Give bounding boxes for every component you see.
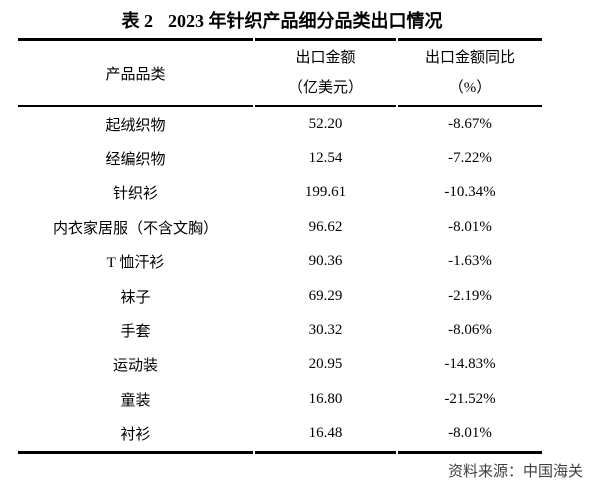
category-cell: 童装 xyxy=(120,392,151,409)
category-cell: 经编织物 xyxy=(105,152,166,169)
table-row: T 恤汗衫 90.36 -1.63% xyxy=(18,245,542,279)
value-cell: 52.20 xyxy=(308,115,343,132)
column-header-yoy-line2: （%） xyxy=(448,80,492,96)
value-cell: 90.36 xyxy=(308,253,343,270)
yoy-cell: -1.63% xyxy=(448,253,492,270)
header-row: 产品品类 出口金额 （亿美元） 出口金额同比 （%） xyxy=(18,38,542,107)
yoy-cell: -8.01% xyxy=(448,218,492,235)
export-table: 产品品类 出口金额 （亿美元） 出口金额同比 （%） 起绒织物 52.20 -8… xyxy=(16,38,544,454)
value-cell: 199.61 xyxy=(304,184,347,201)
value-cell: 69.29 xyxy=(308,287,343,304)
value-cell: 16.48 xyxy=(255,417,396,454)
category-cell: 针织衫 xyxy=(112,186,158,203)
value-cell: 12.54 xyxy=(308,150,343,167)
table-row: 衬衫 16.48 -8.01% xyxy=(18,417,542,454)
yoy-cell: -14.83% xyxy=(444,356,496,373)
table-row: 手套 30.32 -8.06% xyxy=(18,313,542,347)
column-header-value: 出口金额 （亿美元） xyxy=(255,38,396,107)
source-note: 资料来源：中国海关 xyxy=(447,464,583,480)
table-row: 袜子 69.29 -2.19% xyxy=(18,279,542,313)
yoy-cell: -8.01% xyxy=(398,417,542,454)
table-row: 运动装 20.95 -14.83% xyxy=(18,348,542,382)
yoy-cell: -10.34% xyxy=(444,184,496,201)
table-row: 童装 16.80 -21.52% xyxy=(18,382,542,416)
category-cell: 运动装 xyxy=(112,358,158,375)
value-cell: 30.32 xyxy=(308,322,343,339)
yoy-cell: -7.22% xyxy=(448,150,492,167)
column-header-yoy-line1: 出口金额同比 xyxy=(424,50,515,66)
category-cell: T 恤汗衫 xyxy=(106,255,165,272)
yoy-cell: -8.67% xyxy=(448,115,492,132)
table-row: 内衣家居服（不含文胸） 96.62 -8.01% xyxy=(18,210,542,244)
table-row: 起绒织物 52.20 -8.67% xyxy=(18,107,542,141)
table-row: 经编织物 12.54 -7.22% xyxy=(18,141,542,175)
yoy-cell: -8.06% xyxy=(448,322,492,339)
table-title-label: 表 2 xyxy=(121,11,154,31)
value-cell: 96.62 xyxy=(308,218,343,235)
category-cell: 手套 xyxy=(120,324,151,341)
category-cell: 衬衫 xyxy=(18,417,253,454)
column-header-category: 产品品类 xyxy=(18,38,253,107)
category-cell: 袜子 xyxy=(120,289,151,306)
value-cell: 16.80 xyxy=(308,390,343,407)
table-title-text: 2023 年针织产品细分品类出口情况 xyxy=(168,11,443,31)
yoy-cell: -21.52% xyxy=(444,390,496,407)
category-cell: 起绒织物 xyxy=(105,117,166,134)
value-cell: 20.95 xyxy=(308,356,343,373)
column-header-value-line2: （亿美元） xyxy=(287,80,363,96)
column-header-yoy: 出口金额同比 （%） xyxy=(398,38,542,107)
category-cell: 内衣家居服（不含文胸） xyxy=(52,220,218,237)
table-title: 表 2 2023 年针织产品细分品类出口情况 xyxy=(18,7,546,33)
table-row: 针织衫 199.61 -10.34% xyxy=(18,176,542,210)
yoy-cell: -2.19% xyxy=(448,287,492,304)
column-header-value-line1: 出口金额 xyxy=(295,50,356,66)
